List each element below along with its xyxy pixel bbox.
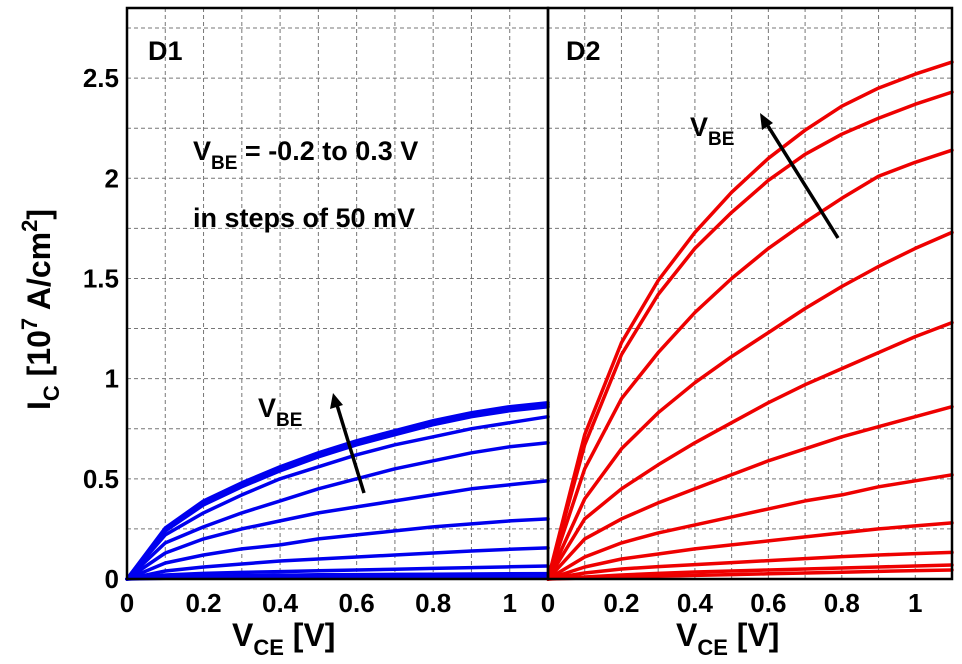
- x-axis-label-d2: VCE [V]: [676, 617, 779, 660]
- y-axis-label-sub: C: [39, 385, 64, 401]
- frame-d1: [127, 8, 548, 579]
- y-tick-label: 2.5: [83, 63, 119, 93]
- series-line-d1-10: [127, 405, 548, 579]
- y-tick-label: 1: [105, 364, 119, 394]
- annotation-v: V: [193, 136, 211, 166]
- x-tick-label-d2: 1: [908, 588, 922, 618]
- arrow-label-d2-sub: BE: [708, 129, 734, 150]
- arrow-label-d2: VBE: [690, 112, 734, 150]
- curves-d2: [548, 62, 952, 579]
- y-axis-label-i: I: [21, 401, 57, 410]
- series-line-d1-8: [127, 417, 548, 579]
- y-tick-label: 1.5: [83, 263, 119, 293]
- x-tick-label-d2: 0.4: [677, 588, 714, 618]
- x-tick-label-d1: 1: [502, 588, 516, 618]
- series-line-d2-7: [548, 323, 952, 579]
- arrow-label-d2-v: V: [690, 112, 708, 142]
- annotation-steps: in steps of 50 mV: [193, 203, 415, 233]
- series-line-d2-10: [548, 92, 952, 579]
- x-axis-label-d1-sub: CE: [253, 635, 284, 660]
- x-tick-label-d1: 0: [120, 588, 134, 618]
- frame-d2: [548, 8, 952, 579]
- x-tick-label-d2: 0.2: [603, 588, 639, 618]
- x-tick-label-d1: 0.8: [415, 588, 451, 618]
- x-axis-label-d2-sub: CE: [697, 635, 728, 660]
- grid-d1: [127, 8, 548, 579]
- x-tick-label-d2: 0.8: [824, 588, 860, 618]
- annotation-vbe-range: VBE = -0.2 to 0.3 V: [193, 136, 418, 174]
- y-tick-label: 0.5: [83, 464, 119, 494]
- x-tick-label-d2: 0: [541, 588, 555, 618]
- arrow-d2: [760, 113, 838, 238]
- y-tick-label: 2: [105, 163, 119, 193]
- series-line-d1-6: [127, 481, 548, 579]
- y-tick-label: 0: [105, 564, 119, 594]
- annotation-sub: BE: [211, 153, 237, 174]
- panel-label-d2: D2: [566, 36, 601, 66]
- annotation-rest: = -0.2 to 0.3 V: [237, 136, 418, 166]
- arrow-label-d1-sub: BE: [276, 410, 302, 431]
- y-axis-label-sup: 7: [17, 318, 42, 330]
- x-axis-label-d2-v: V: [676, 617, 698, 653]
- panel-label-d1: D1: [148, 36, 183, 66]
- x-tick-label-d2: 0.6: [750, 588, 786, 618]
- series-line-d1-9: [127, 407, 548, 579]
- y-axis-label-sup2: 2: [17, 220, 42, 232]
- x-axis-label-d1: VCE [V]: [232, 617, 335, 660]
- x-tick-label-d1: 0.2: [185, 588, 221, 618]
- grid-d2: [548, 8, 952, 579]
- x-axis-label-d1-v: V: [232, 617, 254, 653]
- y-axis-label-bracket: [10: [21, 330, 57, 385]
- x-tick-label-d1: 0.4: [262, 588, 299, 618]
- y-axis-label-unit: A/cm: [21, 232, 57, 318]
- x-axis-label-d2-unit: [V]: [728, 617, 780, 653]
- x-axis-label-d1-unit: [V]: [284, 617, 336, 653]
- y-axis-label: IC [107 A/cm2]: [17, 209, 64, 410]
- x-tick-label-d1: 0.6: [339, 588, 375, 618]
- arrow-label-d1: VBE: [258, 393, 302, 431]
- arrow-label-d1-v: V: [258, 393, 276, 423]
- y-axis-label-close: ]: [21, 209, 57, 220]
